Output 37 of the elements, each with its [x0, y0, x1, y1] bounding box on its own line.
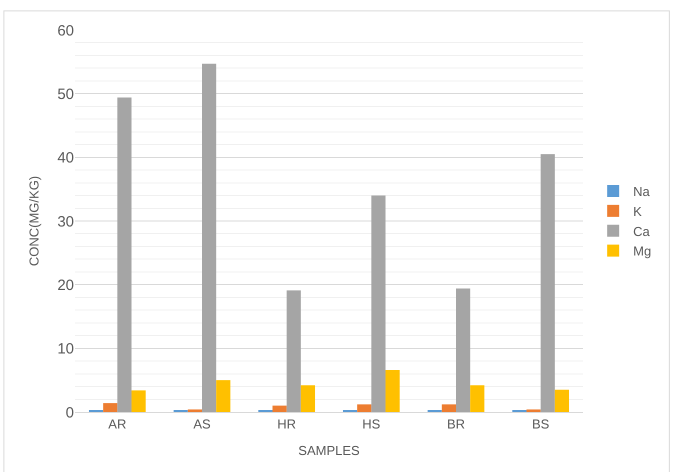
x-tick-label: BR [446, 416, 466, 432]
bar [286, 290, 301, 412]
bar [456, 288, 470, 412]
y-tick-label: 0 [66, 404, 74, 422]
bar [470, 385, 484, 412]
bar [442, 404, 456, 412]
bar [103, 403, 118, 412]
bar [371, 196, 386, 412]
x-tick-label: HS [362, 416, 381, 432]
legend-label: Mg [633, 244, 652, 259]
bar [357, 404, 372, 412]
bar [216, 380, 230, 412]
y-tick-label: 50 [57, 86, 74, 103]
bar [132, 390, 146, 412]
y-tick-label: 10 [57, 340, 74, 358]
legend-label: Ca [633, 224, 651, 239]
bar [554, 390, 570, 412]
y-tick-label: 40 [57, 150, 74, 167]
x-tick-label: AR [108, 416, 126, 432]
bar [540, 154, 555, 412]
bar [272, 406, 287, 412]
bar [188, 409, 202, 412]
y-tick-label: 30 [57, 213, 74, 230]
y-tick-label: 20 [57, 276, 74, 294]
bar [300, 385, 316, 412]
bar [526, 409, 541, 412]
legend-label: K [633, 204, 642, 219]
x-tick-label: AS [193, 416, 211, 432]
x-tick-label: BS [532, 416, 550, 432]
x-tick-label: HR [277, 416, 296, 432]
bar [202, 64, 216, 412]
legend-label: Na [633, 184, 651, 200]
y-axis-title: CONC(MG/KG) [26, 176, 42, 266]
bar [386, 370, 400, 412]
bar [117, 97, 132, 412]
y-tick-label: 60 [57, 22, 74, 40]
x-axis-title: SAMPLES [298, 443, 360, 458]
